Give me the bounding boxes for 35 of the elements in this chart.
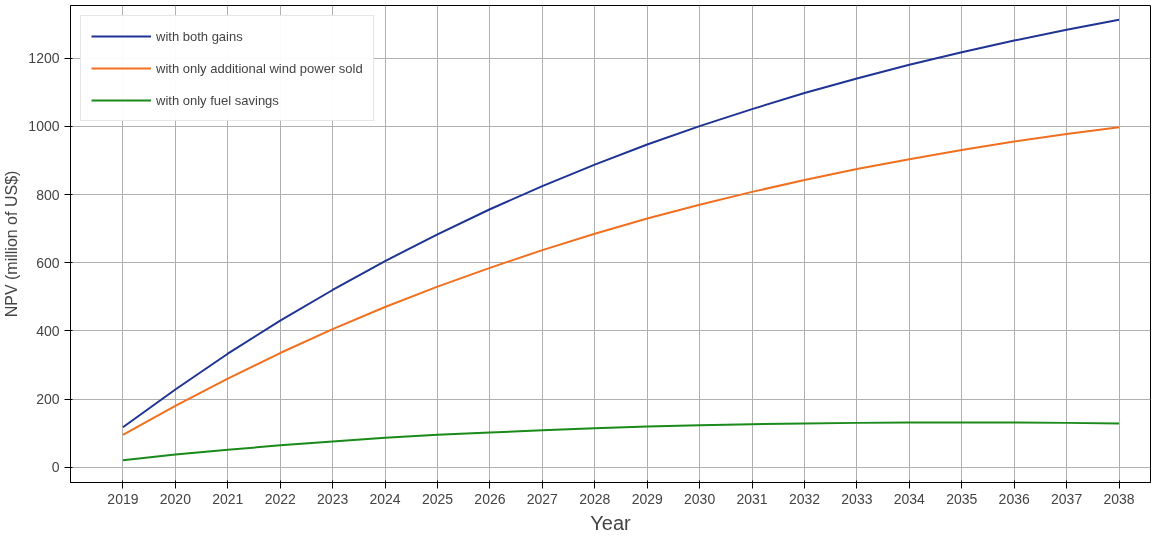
line-series bbox=[121, 421, 1121, 462]
x-tick-label: 2032 bbox=[788, 490, 821, 507]
y-tick-label: 1200 bbox=[28, 50, 60, 67]
x-tick-label: 2027 bbox=[526, 490, 559, 507]
x-tick-label: 2019 bbox=[107, 490, 139, 507]
y-tick-label: 400 bbox=[36, 322, 60, 339]
y-tick-label: 600 bbox=[36, 254, 60, 271]
x-tick-label: 2022 bbox=[264, 490, 296, 507]
x-tick-label: 2037 bbox=[1051, 490, 1083, 507]
line-series bbox=[121, 18, 1121, 429]
x-tick-label: 2021 bbox=[212, 490, 244, 507]
line-series bbox=[121, 126, 1121, 436]
y-tick-label: 0 bbox=[51, 459, 60, 476]
y-tick-label: 200 bbox=[36, 391, 60, 408]
x-tick-label: 2020 bbox=[159, 490, 192, 507]
x-tick-label: 2025 bbox=[421, 490, 454, 507]
x-tick-label: 2030 bbox=[684, 490, 716, 507]
x-tick-label: 2024 bbox=[369, 490, 401, 507]
x-tick-label: 2026 bbox=[474, 490, 506, 507]
x-tick-label: 2028 bbox=[579, 490, 611, 507]
y-axis-title: NPV (million of US$) bbox=[3, 170, 21, 318]
legend-label: with only fuel savings bbox=[156, 92, 279, 108]
x-tick-label: 2036 bbox=[998, 490, 1030, 507]
x-tick-label: 2031 bbox=[736, 490, 768, 507]
x-tick-label: 2033 bbox=[841, 490, 873, 507]
y-tick-label: 1000 bbox=[28, 118, 60, 135]
x-tick-label: 2038 bbox=[1103, 490, 1135, 507]
legend-label: with only additional wind power sold bbox=[156, 60, 363, 76]
x-tick-label: 2023 bbox=[317, 490, 349, 507]
x-tick-label: 2029 bbox=[631, 490, 663, 507]
y-tick-label: 800 bbox=[36, 186, 60, 203]
legend-label: with both gains bbox=[156, 28, 243, 44]
x-tick-label: 2035 bbox=[946, 490, 978, 507]
x-axis-title: Year bbox=[590, 511, 632, 534]
x-tick-label: 2034 bbox=[893, 490, 926, 507]
